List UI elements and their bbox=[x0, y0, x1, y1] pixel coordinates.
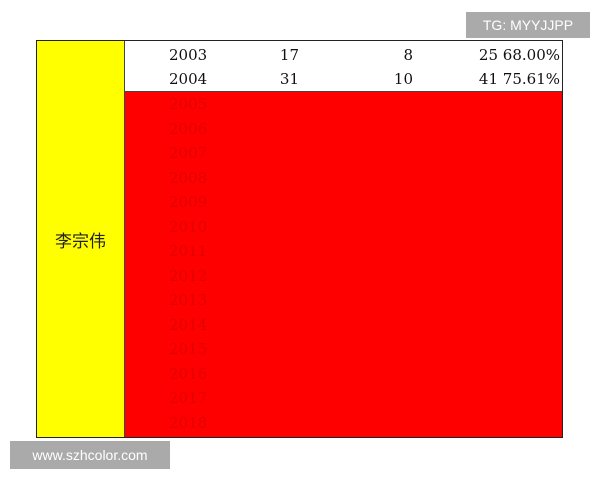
year-cell: 2009 bbox=[169, 193, 208, 211]
redacted-row: 2010 bbox=[125, 215, 562, 240]
redacted-row: 2007 bbox=[125, 141, 562, 166]
stats-table: 李宗伟 2003 17 8 25 68.00% 2004 31 10 41 75.61% 2005… bbox=[36, 40, 563, 438]
watermark-bottom: www.szhcolor.com bbox=[10, 441, 170, 469]
cell: 68.00% bbox=[502, 46, 560, 64]
visible-rows: 2003 17 8 25 68.00% 2004 31 10 41 75.61% bbox=[125, 41, 562, 92]
redacted-row: 2011 bbox=[125, 239, 562, 264]
year-cell: 2007 bbox=[169, 144, 208, 162]
redacted-row: 2018 bbox=[125, 411, 562, 436]
cell: 25 bbox=[478, 46, 498, 64]
cell: 75.61% bbox=[502, 70, 560, 88]
redacted-row: 2013 bbox=[125, 288, 562, 313]
cell: 2004 bbox=[169, 70, 208, 88]
year-cell: 2008 bbox=[169, 168, 208, 187]
player-name-cell: 李宗伟 bbox=[37, 41, 125, 437]
year-cell: 2006 bbox=[169, 119, 208, 138]
redacted-row: 2012 bbox=[125, 264, 562, 289]
year-cell: 2017 bbox=[169, 389, 208, 407]
redacted-row: 2015 bbox=[125, 337, 562, 362]
year-cell: 2012 bbox=[169, 266, 208, 285]
redacted-row: 2014 bbox=[125, 313, 562, 338]
redacted-row: 2005 bbox=[125, 92, 562, 117]
table-row: 2004 31 10 41 75.61% bbox=[125, 67, 562, 92]
cell: 2003 bbox=[169, 46, 208, 64]
cell: 10 bbox=[393, 70, 413, 88]
table-row: 2003 17 8 25 68.00% bbox=[125, 43, 562, 68]
year-cell: 2018 bbox=[169, 413, 208, 432]
cell: 17 bbox=[279, 46, 299, 64]
redacted-rows: 2005 2006 2007 2008 2009 2010 2011 2012 2013 2014… bbox=[125, 92, 562, 437]
cell: 8 bbox=[403, 46, 413, 64]
redacted-row: 2006 bbox=[125, 117, 562, 142]
year-cell: 2013 bbox=[169, 291, 208, 309]
year-cell: 2010 bbox=[169, 217, 208, 236]
year-cell: 2011 bbox=[169, 242, 208, 260]
redacted-row: 2009 bbox=[125, 190, 562, 215]
redacted-row: 2016 bbox=[125, 362, 562, 387]
cell: 41 bbox=[478, 70, 498, 88]
cell: 31 bbox=[279, 70, 299, 88]
year-cell: 2005 bbox=[169, 95, 208, 113]
year-cell: 2014 bbox=[169, 315, 208, 334]
year-cell: 2015 bbox=[169, 340, 208, 358]
watermark-top: TG: MYYJJPP bbox=[466, 12, 590, 38]
redacted-row: 2008 bbox=[125, 166, 562, 191]
redacted-row: 2017 bbox=[125, 386, 562, 411]
year-cell: 2016 bbox=[169, 364, 208, 383]
